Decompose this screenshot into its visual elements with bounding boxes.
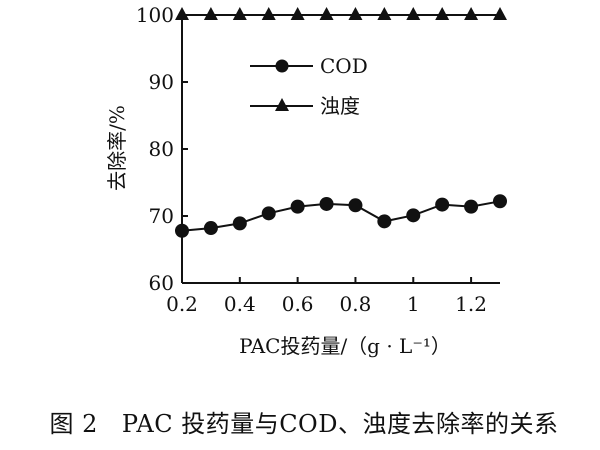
x-tick-label: 1	[407, 292, 420, 316]
legend-marker-cod	[275, 59, 289, 73]
legend-marker-turbidity	[275, 98, 289, 111]
data-point-turbidity	[319, 7, 334, 20]
legend: COD 浊度	[250, 54, 368, 118]
y-tick-label: 60	[149, 271, 174, 295]
data-point-turbidity	[175, 7, 189, 20]
data-point-cod	[175, 223, 189, 238]
data-point-turbidity	[377, 7, 392, 20]
x-tick-label: 0.8	[340, 292, 372, 316]
data-point-cod	[290, 199, 305, 214]
figure-caption: 图 2 PAC 投药量与COD、浊度去除率的关系	[0, 404, 600, 439]
x-axis-title: PAC投药量/（g · L⁻¹）	[239, 334, 451, 358]
axis-ticks: 60 70 80 90 100 0.2 0.4 0.6 0.8 1 1.2	[136, 3, 487, 316]
data-point-cod	[232, 216, 247, 231]
series-line-cod	[181, 200, 501, 232]
data-point-turbidity	[493, 7, 507, 20]
data-point-turbidity	[261, 7, 276, 20]
y-tick-label: 100	[136, 3, 174, 27]
x-tick-label: 0.4	[224, 292, 256, 316]
data-point-turbidity	[232, 7, 247, 20]
legend-label-turbidity: 浊度	[320, 94, 360, 118]
data-point-cod	[319, 196, 334, 211]
data-point-turbidity	[464, 7, 479, 20]
y-tick-label: 90	[149, 70, 174, 94]
data-point-turbidity	[203, 7, 218, 20]
data-point-cod	[464, 199, 479, 214]
data-point-cod	[493, 194, 507, 209]
series-markers	[175, 7, 507, 238]
legend-label-cod: COD	[320, 54, 368, 78]
data-point-cod	[435, 197, 450, 212]
x-tick-label: 0.6	[282, 292, 314, 316]
data-point-cod	[261, 206, 276, 221]
figure-number: 图 2	[49, 410, 98, 438]
data-point-cod	[203, 221, 218, 236]
y-axis-title: 去除率/%	[105, 105, 129, 191]
data-point-cod	[377, 214, 392, 229]
chart: 60 70 80 90 100 0.2 0.4 0.6 0.8 1 1.2 COD 浊度 去除率/%…	[105, 3, 507, 358]
x-tick-label: 1.2	[455, 292, 487, 316]
data-point-turbidity	[435, 7, 450, 20]
data-point-turbidity	[290, 7, 305, 20]
series-lines	[181, 14, 501, 232]
data-point-cod	[406, 208, 421, 223]
data-point-turbidity	[348, 7, 363, 20]
data-point-cod	[348, 198, 363, 213]
figure-caption-text: PAC 投药量与COD、浊度去除率的关系	[121, 410, 559, 438]
y-tick-label: 70	[149, 204, 174, 228]
y-tick-label: 80	[149, 137, 174, 161]
data-point-turbidity	[406, 7, 421, 20]
x-tick-label: 0.2	[166, 292, 198, 316]
